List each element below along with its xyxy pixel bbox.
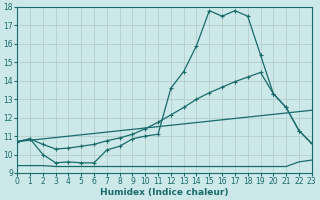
X-axis label: Humidex (Indice chaleur): Humidex (Indice chaleur) bbox=[100, 188, 229, 197]
